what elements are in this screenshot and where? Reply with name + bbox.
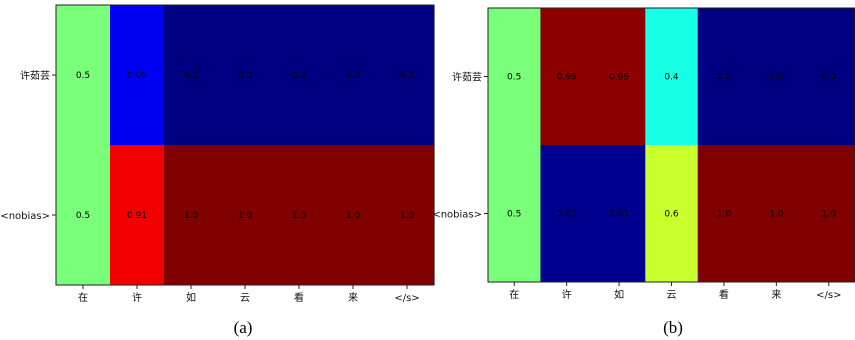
heatmap-cell [645, 8, 699, 145]
x-tick-label: 看 [294, 291, 304, 304]
heatmap-cell [110, 145, 165, 285]
heatmap-cell [645, 145, 699, 282]
heatmap-cell [697, 145, 751, 282]
heatmap-cell [802, 145, 855, 282]
cell-value-label: 1.0 [184, 211, 199, 221]
cell-value-label: 0.09 [127, 71, 147, 81]
heatmap-cell [592, 145, 646, 282]
heatmap-panel-a: 0.5 0.09 0.0 0.0 0.0 0.0 0.0 0.5 0.91 1.0 1.0 1.0 1.… [0, 4, 435, 337]
cell-value-label: 0.5 [507, 210, 521, 220]
x-tick-label: 云 [240, 293, 250, 304]
heatmap-cell [750, 8, 804, 145]
cell-value-label: 1.0 [717, 210, 732, 220]
cell-value-label: 0.0 [292, 71, 307, 81]
y-tick-label: <nobias> [432, 210, 482, 221]
heatmap-cell [750, 145, 804, 282]
cell-value-label: 0.5 [76, 211, 90, 221]
heatmap-cell [697, 8, 751, 145]
cell-value-label: 0.99 [609, 73, 629, 83]
x-tick-label: 在 [509, 289, 519, 301]
heatmap-cell [164, 5, 219, 145]
heatmap-cell [592, 8, 646, 145]
heatmap-cell [326, 145, 381, 285]
cell-value-label: 1.0 [400, 211, 415, 221]
heatmap-cell [802, 8, 855, 145]
heatmap-cell [56, 5, 111, 145]
heatmap-cell [380, 5, 435, 145]
x-tick-label: 来 [771, 289, 781, 301]
heatmap-cell [218, 5, 273, 145]
cell-value-label: 0.0 [238, 71, 253, 81]
heatmap-cell [218, 145, 273, 285]
cell-value-label: 0.0 [769, 73, 784, 83]
cell-value-label: 0.5 [76, 71, 90, 81]
x-tick-label: 如 [186, 291, 196, 304]
cell-value-label: 0.6 [664, 210, 679, 220]
x-tick-label: 云 [667, 290, 677, 301]
cell-value-label: 1.0 [822, 210, 837, 220]
x-tick-label: 在 [78, 292, 88, 304]
cell-value-label: 1.0 [238, 211, 253, 221]
heatmap-cell [272, 145, 327, 285]
x-tick-label: </s> [394, 293, 419, 304]
heatmap-cell [540, 8, 594, 145]
x-tick-label: 来 [348, 292, 358, 304]
cell-value-label: 0.91 [127, 211, 147, 221]
cell-value-label: 1.0 [292, 211, 307, 221]
heatmap-cell [326, 5, 381, 145]
heatmap-cell [164, 145, 219, 285]
cell-value-label: 0.5 [507, 73, 521, 83]
cell-value-label: 0.01 [557, 210, 577, 220]
panel-caption: (b) [663, 318, 683, 337]
x-tick-label: 看 [719, 288, 729, 301]
x-tick-label: </s> [816, 290, 841, 301]
y-tick-label: 许茹芸 [452, 71, 482, 84]
cell-value-label: 0.99 [557, 73, 577, 83]
cell-value-label: 1.0 [346, 211, 361, 221]
cell-value-label: 1.0 [769, 210, 784, 220]
heatmap-cell [488, 8, 542, 145]
cell-value-label: 0.4 [664, 73, 679, 83]
x-tick-label: 如 [614, 288, 624, 301]
heatmap-cell [540, 145, 594, 282]
heatmap-panel-b: 0.5 0.99 0.99 0.4 0.0 0.0 0.0 0.5 0.01 0.01 0.6 1.0… [432, 7, 855, 337]
heatmap-cell [272, 5, 327, 145]
panel-caption: (a) [234, 318, 253, 337]
cell-value-label: 0.0 [717, 73, 732, 83]
cell-value-label: 0.0 [184, 71, 199, 81]
cell-value-label: 0.0 [346, 71, 361, 81]
heatmap-cell [56, 145, 111, 285]
cell-value-label: 0.01 [609, 210, 629, 220]
x-tick-label: 许 [562, 289, 572, 301]
cell-value-label: 0.0 [822, 73, 837, 83]
y-tick-label: <nobias> [0, 211, 50, 222]
y-tick-label: 许茹芸 [20, 69, 50, 82]
heatmap-cell [380, 145, 435, 285]
heatmap-cell [110, 5, 165, 145]
heatmap-cell [488, 145, 542, 282]
cell-value-label: 0.0 [400, 71, 415, 81]
x-tick-label: 许 [132, 292, 142, 304]
